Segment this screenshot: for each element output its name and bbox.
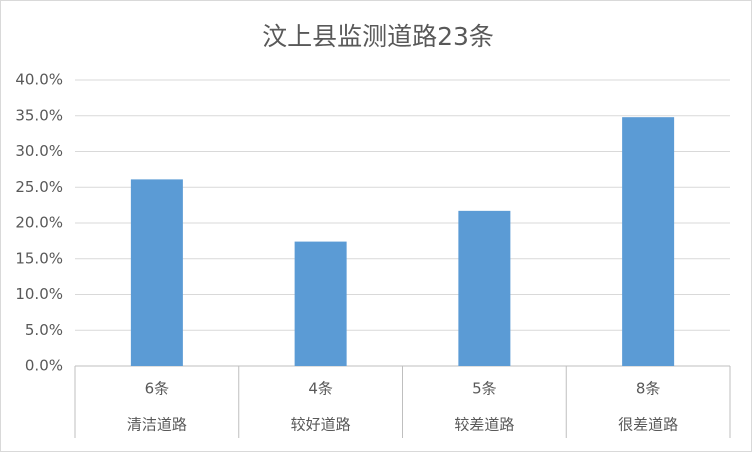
x-tick-label: 较差道路 [454, 416, 514, 434]
y-tick-label: 30.0% [15, 142, 63, 160]
x-tick-label: 较好道路 [291, 416, 351, 434]
bar [622, 117, 675, 367]
x-tick-count: 4条 [308, 380, 333, 398]
y-tick-label: 0.0% [25, 357, 63, 375]
bar [458, 210, 511, 366]
x-tick-label: 清洁道路 [127, 416, 187, 434]
x-tick-count: 8条 [636, 380, 661, 398]
y-tick-label: 20.0% [15, 214, 63, 232]
y-tick-label: 5.0% [25, 321, 63, 339]
chart-title: 汶上县监测道路23条 [262, 22, 494, 51]
y-tick-label: 35.0% [15, 106, 63, 124]
x-tick-label: 很差道路 [618, 416, 678, 434]
y-tick-label: 25.0% [15, 178, 63, 196]
bar [130, 179, 183, 366]
x-tick-count: 6条 [145, 380, 170, 398]
y-tick-label: 40.0% [15, 71, 63, 89]
bar [294, 241, 347, 366]
y-tick-label: 15.0% [15, 249, 63, 267]
y-tick-label: 10.0% [15, 285, 63, 303]
x-tick-count: 5条 [472, 380, 497, 398]
